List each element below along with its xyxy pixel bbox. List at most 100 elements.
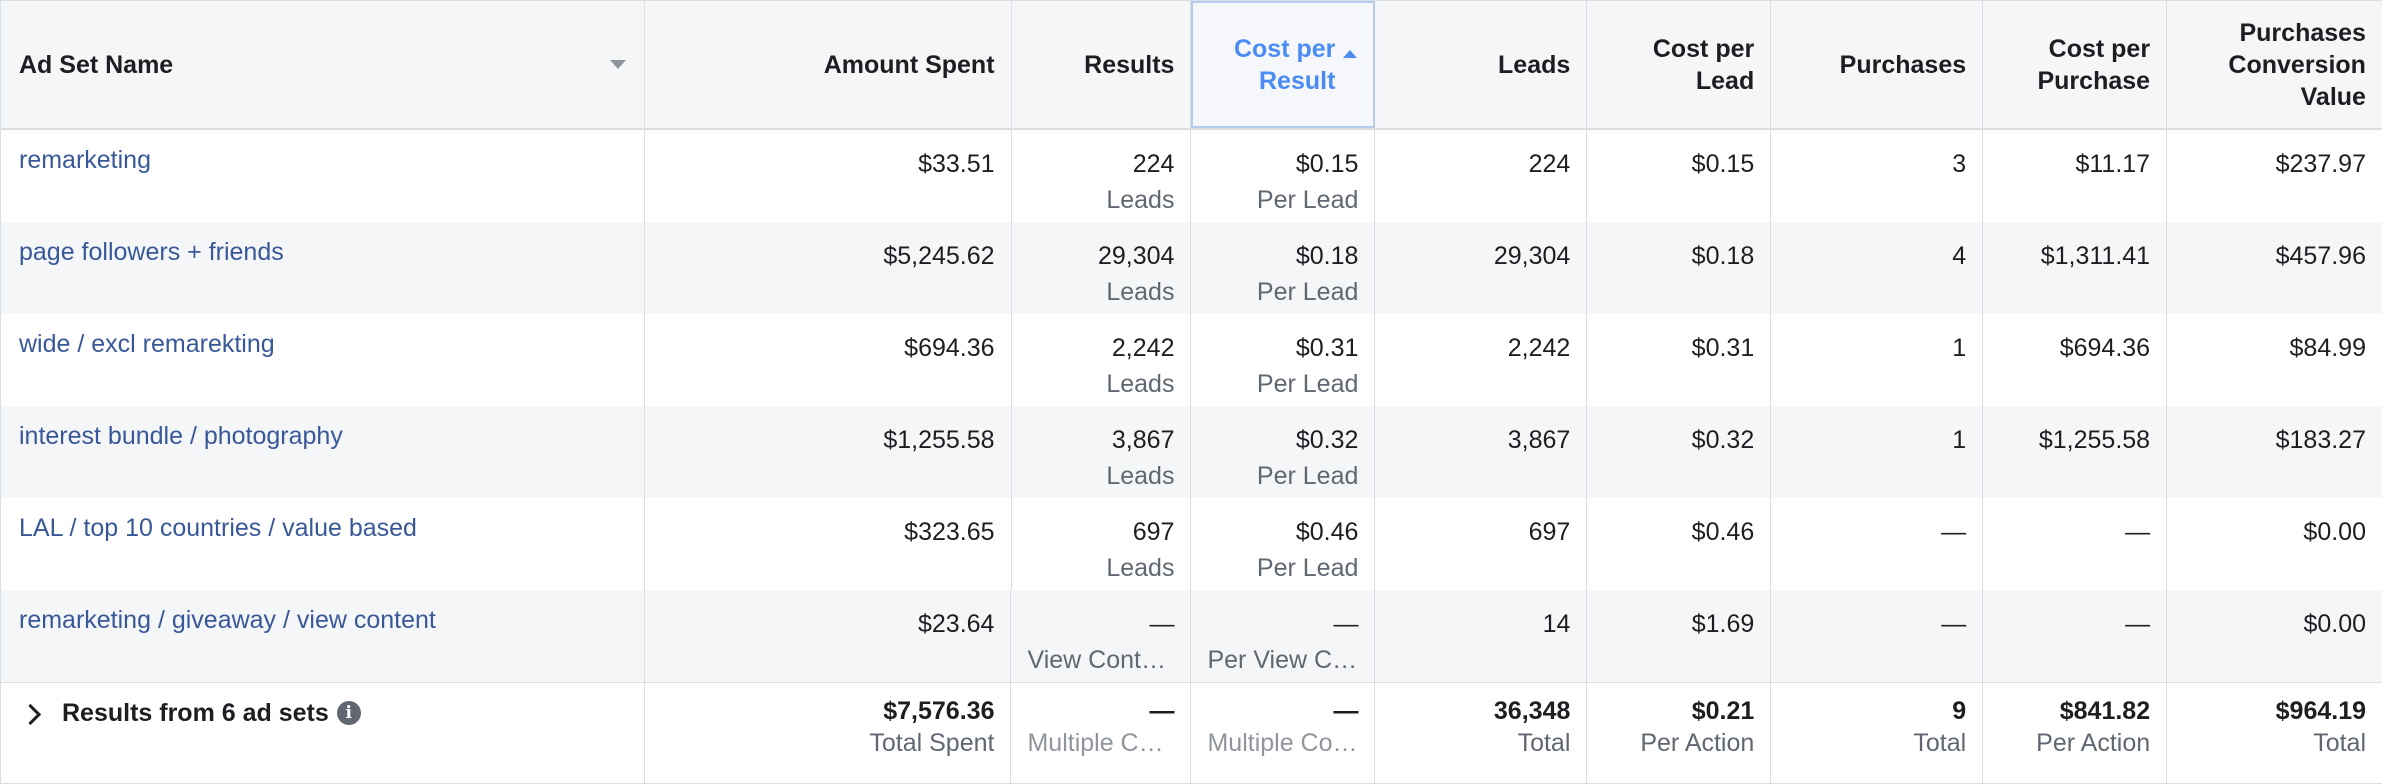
column-header-cost-per-result[interactable]: Cost per Result [1191,1,1376,128]
cell-value: 3 [1952,150,1967,178]
cell-cost-per-result: $0.46 Per Lead [1191,498,1376,590]
cell-value: $0.15 [1295,150,1359,178]
cell-cost-per-result: $0.18 Per Lead [1191,222,1376,314]
summary-label-cell: Results from 6 ad sets i [1,683,645,783]
cell-sub-label: View Content [1027,646,1175,674]
cell-value: 224 [1132,150,1175,178]
column-header-leads[interactable]: Leads [1375,1,1588,128]
cell-purchases-conversion-value: $183.27 [2167,406,2382,498]
cell-cost-per-purchase: $11.17 [1983,130,2168,222]
cell-value: $0.32 [1691,426,1755,454]
summary-sub: Per Action [2036,729,2151,757]
summary-value: $964.19 [2275,697,2367,725]
column-header-label: Leads [1498,50,1571,79]
cell-purchases: 3 [1771,130,1984,222]
summary-sub: Multiple Conv... [1207,729,1358,757]
chevron-down-icon[interactable] [609,60,626,69]
cell-purchases: 1 [1771,406,1984,498]
cell-amount-spent: $323.65 [645,498,1012,590]
cell-value: $183.27 [2275,426,2366,454]
info-icon[interactable]: i [336,701,361,725]
cell-sub-label: Leads [1106,370,1175,398]
cell-purchases: — [1771,498,1984,590]
cell-results: 29,304 Leads [1012,222,1192,314]
cell-value: $0.31 [1295,334,1359,362]
summary-cost-per-lead: $0.21 Per Action [1587,683,1772,783]
cell-value: $457.96 [2275,242,2366,270]
ad-set-name-link[interactable]: remarketing [19,146,151,174]
chevron-right-icon[interactable] [19,703,42,726]
table-row[interactable]: interest bundle / photography $1,255.58 3,… [0,406,2382,498]
cell-value: 1 [1952,426,1967,454]
cell-purchases-conversion-value: $84.99 [2167,314,2382,406]
cell-value: — [2125,518,2151,546]
cell-purchases-conversion-value: $0.00 [2167,590,2382,682]
ad-set-name-link[interactable]: remarketing / giveaway / view content [19,606,436,634]
header-line: Conversion [2228,50,2366,79]
cell-cost-per-purchase: — [1983,590,2168,682]
cell-amount-spent: $33.51 [645,130,1012,222]
table-header: Ad Set Name Amount Spent Results Cost pe… [0,0,2382,130]
cell-amount-spent: $5,245.62 [645,222,1012,314]
summary-value: — [1149,697,1175,725]
header-line: Cost per [1233,34,1336,63]
cell-value: $0.18 [1295,242,1359,270]
column-header-purchases[interactable]: Purchases [1771,1,1984,128]
cell-value: — [1333,610,1359,638]
column-header-cost-per-purchase[interactable]: Cost per Purchase [1983,1,2168,128]
column-header-cost-per-lead[interactable]: Cost per Lead [1587,1,1772,128]
cell-leads: 29,304 [1375,222,1588,314]
summary-sub: Total Spent [869,729,995,757]
summary-value: 9 [1952,697,1967,725]
cell-ad-set-name: remarketing / giveaway / view content [1,590,645,682]
table-row[interactable]: LAL / top 10 countries / value based $323… [0,498,2382,590]
cell-cost-per-purchase: $1,311.41 [1983,222,2168,314]
summary-sub: Total [2313,729,2367,757]
ad-set-name-link[interactable]: LAL / top 10 countries / value based [19,514,417,542]
column-header-label: Cost per Purchase [2037,33,2150,97]
cell-sub-label: Per Lead [1256,186,1359,214]
ad-set-name-link[interactable]: page followers + friends [19,238,284,266]
header-line: Purchase [2037,66,2151,95]
table-row[interactable]: remarketing / giveaway / view content $23… [0,590,2382,682]
cell-value: 697 [1132,518,1175,546]
summary-purchases: 9 Total [1771,683,1984,783]
cell-value: 3,867 [1507,426,1571,454]
cell-sub-label: Per Lead [1256,278,1359,306]
column-header-label: Cost per Result [1234,33,1335,97]
cell-sub-label: Per Lead [1256,370,1359,398]
cell-leads: 14 [1375,590,1588,682]
sort-ascending-icon [1343,49,1358,58]
summary-results: — Multiple Con... [1011,683,1192,783]
cell-value: $0.32 [1295,426,1359,454]
cell-leads: 697 [1375,498,1588,590]
cell-value: $11.17 [2075,150,2151,178]
cell-cost-per-result: — Per View Co... [1191,590,1376,682]
summary-value: 36,348 [1493,697,1571,725]
column-header-ad-set-name[interactable]: Ad Set Name [1,1,645,128]
table-row[interactable]: wide / excl remarekting $694.36 2,242 Leads… [0,314,2382,406]
cell-cost-per-lead: $0.46 [1587,498,1772,590]
column-header-purchases-conversion-value[interactable]: Purchases Conversion Value [2167,1,2382,128]
header-line: Result [1258,66,1336,95]
column-header-label: Ad Set Name [19,50,174,79]
table-row[interactable]: page followers + friends $5,245.62 29,304 L… [0,222,2382,314]
cell-sub-label: Leads [1106,554,1175,582]
column-header-results[interactable]: Results [1012,1,1192,128]
cell-sub-label: Leads [1106,278,1175,306]
cell-value: $1,311.41 [2040,242,2151,270]
column-header-amount-spent[interactable]: Amount Spent [645,1,1012,128]
cell-leads: 2,242 [1375,314,1588,406]
summary-value: — [1333,697,1359,725]
cell-value: — [2125,610,2151,638]
cell-value: 1 [1952,334,1967,362]
cell-purchases-conversion-value: $237.97 [2167,130,2382,222]
table-row[interactable]: remarketing $33.51 224 Leads $0.15 Per Lead 22… [0,130,2382,222]
cell-purchases: 1 [1771,314,1984,406]
cell-cost-per-result: $0.31 Per Lead [1191,314,1376,406]
column-header-label: Purchases Conversion Value [2228,17,2366,113]
ad-set-name-link[interactable]: wide / excl remarekting [19,330,275,358]
ad-set-name-link[interactable]: interest bundle / photography [19,422,343,450]
cell-value: $0.46 [1691,518,1755,546]
